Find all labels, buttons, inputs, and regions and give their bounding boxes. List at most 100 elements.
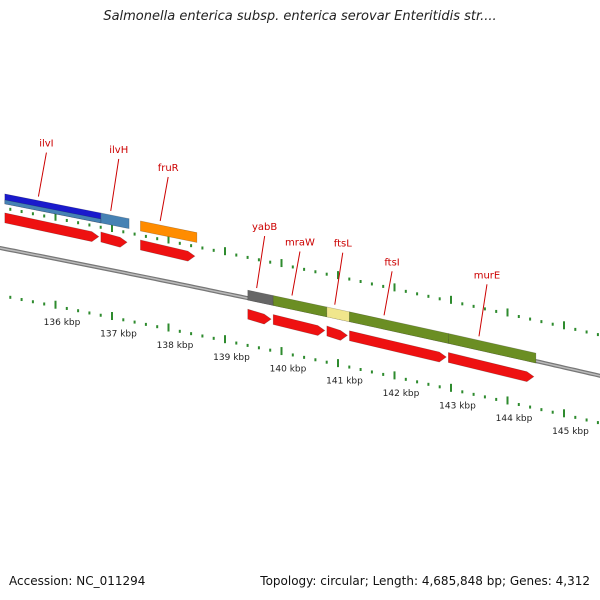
- cds-arrow-ilvH: [100, 231, 128, 248]
- minor-tick: [291, 353, 294, 357]
- minor-tick: [303, 267, 306, 271]
- minor-tick: [461, 390, 464, 394]
- scale-label: 144 kbp: [496, 414, 533, 424]
- minor-tick: [122, 230, 125, 234]
- minor-tick: [382, 284, 385, 288]
- gene-label-mraW: mraW: [285, 237, 315, 248]
- major-tick: [224, 247, 226, 256]
- minor-tick: [596, 333, 599, 337]
- gene-label-murE: murE: [474, 270, 501, 281]
- major-tick: [563, 409, 565, 418]
- length-value: 4,685,848 bp: [421, 574, 502, 588]
- minor-tick: [382, 372, 385, 376]
- minor-tick: [246, 255, 249, 259]
- minor-tick: [20, 298, 23, 302]
- minor-tick: [77, 309, 80, 313]
- minor-tick: [427, 294, 430, 298]
- scale-label: 138 kbp: [157, 341, 194, 351]
- minor-tick: [257, 258, 260, 262]
- minor-tick: [416, 380, 419, 384]
- minor-tick: [427, 382, 430, 386]
- gene-label-ftsI: ftsI: [384, 257, 399, 268]
- major-tick: [167, 323, 170, 332]
- minor-tick: [178, 241, 181, 245]
- minor-tick: [495, 397, 498, 401]
- minor-tick: [20, 210, 23, 214]
- cds-arrow-ilvI: [4, 212, 100, 242]
- minor-tick: [483, 395, 486, 399]
- features-layer: [4, 193, 537, 364]
- minor-tick: [472, 392, 475, 396]
- minor-tick: [133, 232, 136, 236]
- ticks-layer: [9, 207, 599, 425]
- outer-tick-row: [9, 207, 599, 337]
- minor-tick: [269, 260, 272, 264]
- minor-tick: [156, 237, 159, 241]
- minor-tick: [144, 322, 147, 326]
- major-tick: [111, 312, 113, 321]
- length-label: Length:: [372, 574, 419, 588]
- gene-bar-mraW: [272, 295, 328, 318]
- minor-tick: [438, 297, 441, 301]
- gene-bar-ilvH: [100, 212, 130, 230]
- minor-tick: [31, 212, 34, 216]
- minor-tick: [348, 277, 351, 281]
- genome-summary: Topology: circular; Length: 4,685,848 bp…: [260, 574, 590, 588]
- leader-murE: [478, 284, 488, 337]
- minor-tick: [370, 370, 373, 374]
- minor-tick: [325, 360, 328, 364]
- minor-tick: [9, 207, 12, 211]
- minor-tick: [133, 320, 136, 324]
- gene-bar-murE: [448, 333, 537, 364]
- major-tick: [450, 295, 452, 304]
- scale-layer: 136 kbp 137 kbp 138 kbp 139 kbp 140 kbp 141 k…: [44, 318, 589, 437]
- minor-tick: [551, 410, 554, 414]
- scale-label: 141 kbp: [326, 377, 363, 387]
- minor-tick: [585, 418, 588, 422]
- minor-tick: [144, 234, 147, 238]
- minor-tick: [314, 270, 317, 274]
- minor-tick: [404, 377, 407, 381]
- minor-tick: [65, 306, 68, 310]
- minor-tick: [43, 302, 46, 306]
- accession-label: Accession:: [9, 574, 73, 588]
- minor-tick: [540, 320, 543, 324]
- scale-label: 145 kbp: [552, 427, 589, 437]
- minor-tick: [472, 304, 475, 308]
- major-tick: [337, 271, 339, 280]
- scale-label: 139 kbp: [213, 353, 250, 363]
- minor-tick: [88, 223, 91, 227]
- minor-tick: [235, 253, 238, 257]
- major-tick: [337, 359, 339, 368]
- minor-tick: [529, 317, 532, 321]
- minor-tick: [495, 309, 498, 313]
- cds-arrow-murE: [448, 352, 535, 382]
- cds-arrow-ftsL: [326, 325, 348, 341]
- gene-label-fruR: fruR: [158, 163, 179, 174]
- minor-tick: [416, 292, 419, 296]
- gene-bar-fruR: [140, 220, 198, 243]
- minor-tick: [359, 368, 362, 372]
- major-tick: [506, 396, 509, 405]
- minor-tick: [517, 403, 520, 407]
- minor-tick: [269, 348, 272, 352]
- gene-labels-layer: leuOilvIilvHfruRyabBmraWftsLftsImurE: [37, 139, 501, 337]
- minor-tick: [303, 355, 306, 359]
- accession-info: Accession: NC_011294: [9, 574, 145, 588]
- minor-tick: [201, 246, 204, 250]
- cds-arrow-mraW: [272, 314, 326, 336]
- genes-label: Genes:: [509, 574, 552, 588]
- gene-bar-yabB: [247, 289, 274, 306]
- minor-tick: [257, 346, 260, 350]
- leader-yabB: [256, 235, 266, 289]
- major-tick: [280, 347, 283, 356]
- map-title: Salmonella enterica subsp. enterica sero…: [103, 9, 497, 24]
- scale-label: 142 kbp: [383, 389, 420, 399]
- minor-tick: [99, 225, 102, 229]
- minor-tick: [596, 421, 599, 425]
- minor-tick: [404, 289, 407, 293]
- leader-ilvI: [37, 152, 47, 197]
- minor-tick: [122, 318, 125, 322]
- minor-tick: [9, 295, 12, 299]
